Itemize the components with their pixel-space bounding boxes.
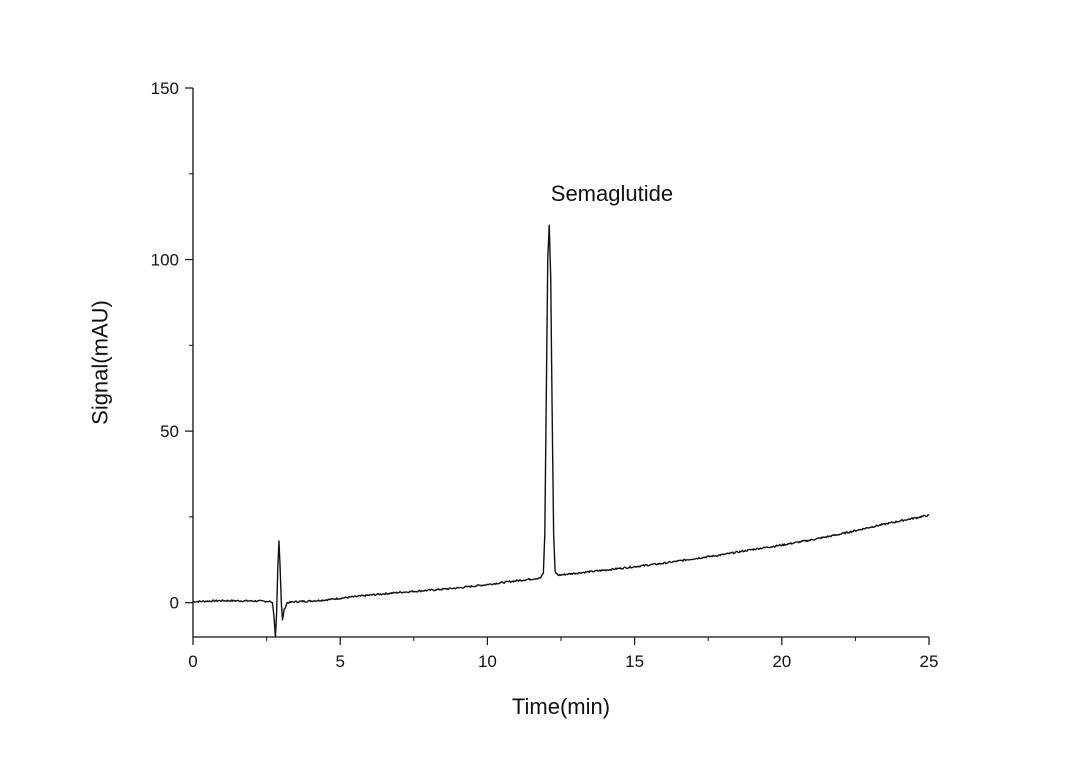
x-tick-label: 0 xyxy=(188,652,197,671)
y-tick-label: 50 xyxy=(160,422,179,441)
x-tick-label: 25 xyxy=(920,652,939,671)
plot-area xyxy=(192,224,930,638)
x-axis-title: Time(min) xyxy=(512,694,610,719)
y-tick-label: 100 xyxy=(151,251,179,270)
axes: 0 5 10 15 20 25 0 50 100 150 xyxy=(151,79,939,671)
y-tick-label: 0 xyxy=(170,594,179,613)
x-tick-label: 20 xyxy=(772,652,791,671)
series-line-0 xyxy=(192,224,930,638)
peak-annotation-semaglutide: Semaglutide xyxy=(551,181,673,206)
y-tick-label: 150 xyxy=(151,79,179,98)
y-axis-title: Signal(mAU) xyxy=(88,300,113,425)
x-tick-label: 5 xyxy=(335,652,344,671)
x-tick-label: 15 xyxy=(625,652,644,671)
x-tick-label: 10 xyxy=(478,652,497,671)
labels: Time(min) Signal(mAU) Semaglutide xyxy=(88,181,673,719)
